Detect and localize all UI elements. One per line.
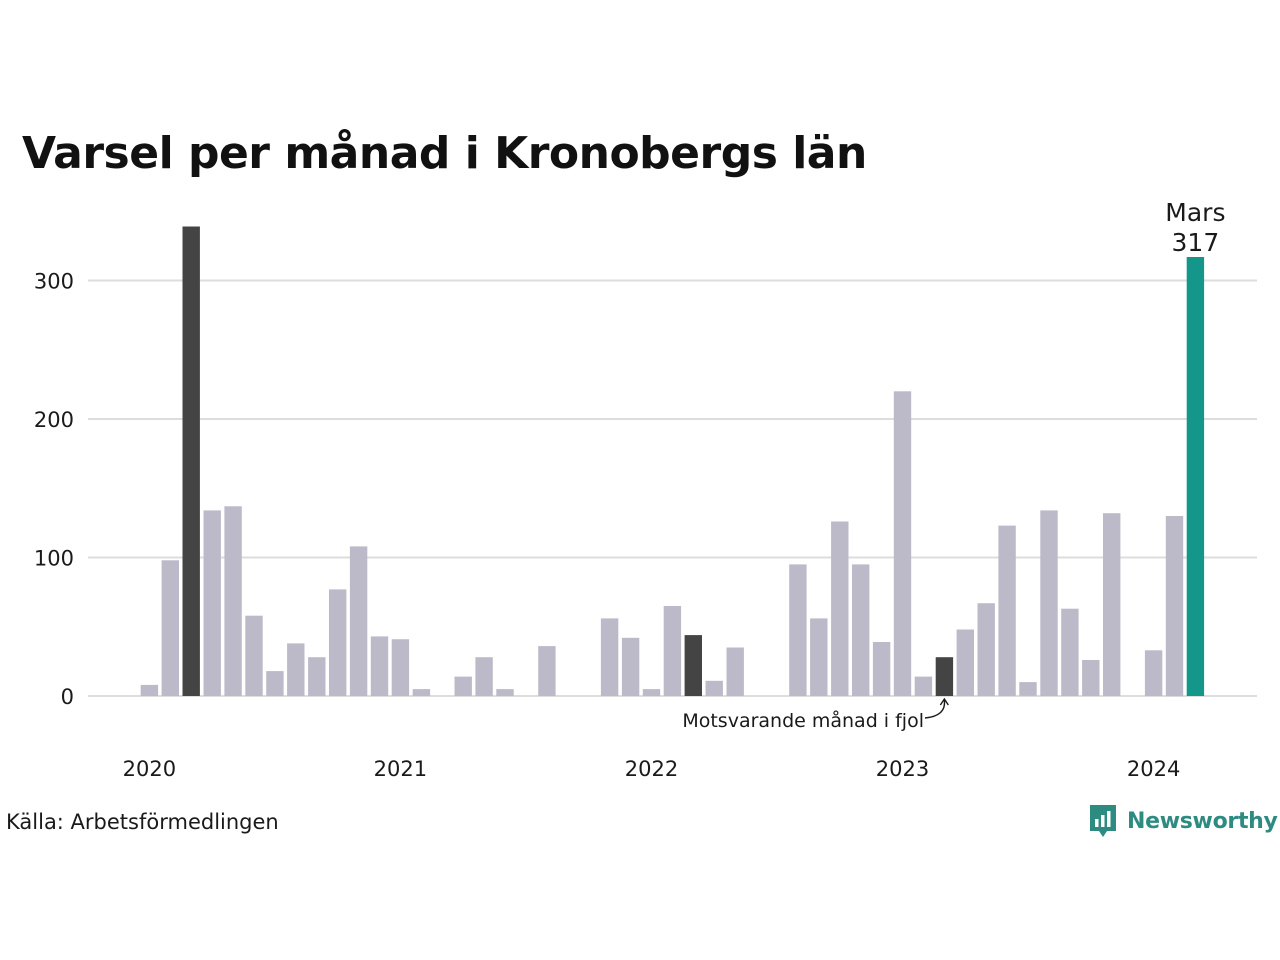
bar (224, 506, 242, 696)
bar (245, 615, 263, 696)
bar (935, 657, 954, 696)
bar (1186, 257, 1205, 696)
bar (663, 606, 682, 696)
bar (831, 521, 849, 696)
bar (872, 642, 891, 696)
brand-logo: Newsworthy (1088, 803, 1278, 839)
chart-title: Varsel per månad i Kronobergs län (22, 128, 867, 179)
x-axis-ticks: 2020 2021 2022 2023 2024 (123, 757, 1181, 781)
bar (621, 637, 640, 696)
bar (1082, 660, 1100, 696)
bars (140, 226, 1205, 697)
x-tick-label: 2023 (876, 757, 929, 781)
x-tick-label: 2022 (625, 757, 678, 781)
highlight-month-label: Mars (1165, 198, 1225, 227)
bar (391, 639, 410, 696)
bar (1103, 513, 1121, 696)
bar (412, 689, 431, 696)
bar (1061, 608, 1079, 696)
y-axis-ticks: 0 100 200 300 (34, 270, 74, 710)
bar (998, 525, 1016, 696)
y-tick-label: 300 (34, 270, 74, 294)
bar (956, 629, 974, 696)
bar (684, 635, 702, 696)
bar (140, 684, 159, 696)
bar (705, 680, 723, 696)
bar (538, 646, 556, 696)
bar (182, 226, 200, 696)
bar (977, 603, 995, 696)
bar (726, 647, 744, 696)
bar (203, 510, 221, 696)
x-tick-label: 2020 (123, 757, 176, 781)
bar (893, 391, 912, 696)
newsworthy-logo-icon (1090, 805, 1116, 837)
y-tick-label: 100 (34, 547, 74, 571)
bar (287, 643, 305, 696)
bar (600, 618, 619, 696)
bar (349, 546, 368, 696)
x-tick-label: 2024 (1127, 757, 1180, 781)
bar (161, 560, 179, 696)
bar (329, 589, 347, 696)
bar (852, 564, 870, 696)
bar (1165, 516, 1184, 697)
bar (454, 676, 472, 696)
annotation-arrowhead (939, 697, 949, 706)
annotation-arrow (924, 699, 946, 719)
bar (789, 564, 807, 696)
bar (496, 689, 514, 696)
bar (308, 657, 326, 696)
y-tick-label: 0 (61, 685, 74, 709)
bar (1040, 510, 1058, 696)
brand-name: Newsworthy (1127, 808, 1278, 834)
bar (810, 618, 828, 696)
bar (370, 636, 389, 696)
bar (1019, 682, 1037, 696)
bar (1144, 650, 1163, 696)
bar (642, 689, 661, 696)
source-note: Källa: Arbetsförmedlingen (6, 810, 279, 834)
annotation-text: Motsvarande månad i fjol (682, 709, 924, 732)
highlight-value-label: 317 (1172, 228, 1220, 257)
y-tick-label: 200 (34, 408, 74, 432)
bar (914, 676, 933, 696)
x-tick-label: 2021 (374, 757, 427, 781)
bar (266, 671, 284, 696)
bar (475, 657, 493, 696)
